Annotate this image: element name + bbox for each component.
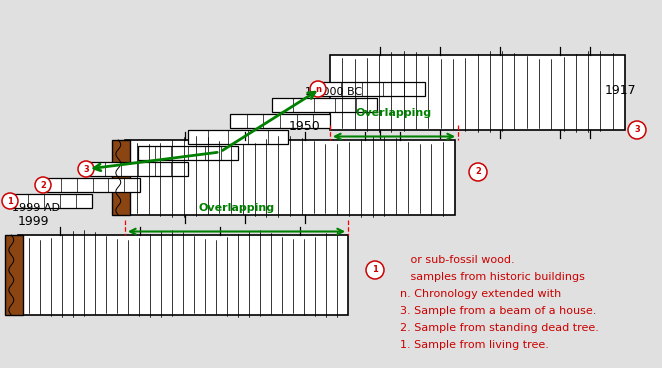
Bar bbox=[12, 194, 92, 208]
Bar bbox=[18, 235, 348, 315]
Bar bbox=[45, 178, 140, 192]
Bar bbox=[112, 140, 130, 215]
Text: n: n bbox=[315, 85, 321, 93]
Bar bbox=[188, 130, 288, 144]
Text: samples from historic buildings: samples from historic buildings bbox=[400, 272, 585, 282]
Text: Overlapping: Overlapping bbox=[356, 108, 432, 118]
Text: 3: 3 bbox=[83, 164, 89, 173]
Bar bbox=[5, 235, 23, 315]
Circle shape bbox=[35, 177, 51, 193]
Circle shape bbox=[628, 121, 646, 139]
Circle shape bbox=[310, 81, 326, 97]
Text: Overlapping: Overlapping bbox=[199, 203, 275, 213]
Text: n. Chronology extended with: n. Chronology extended with bbox=[400, 289, 561, 299]
Bar bbox=[125, 140, 455, 215]
Text: 2: 2 bbox=[475, 167, 481, 177]
Text: 2. Sample from standing dead tree.: 2. Sample from standing dead tree. bbox=[400, 323, 599, 333]
Bar bbox=[88, 162, 188, 176]
Text: 1999: 1999 bbox=[18, 215, 50, 228]
Text: 10 000 BC: 10 000 BC bbox=[305, 87, 362, 97]
Text: 1999 AD: 1999 AD bbox=[12, 203, 60, 213]
Text: 3: 3 bbox=[634, 125, 640, 134]
Circle shape bbox=[2, 193, 18, 209]
Text: 1. Sample from living tree.: 1. Sample from living tree. bbox=[400, 340, 549, 350]
Text: 1: 1 bbox=[7, 197, 13, 205]
Text: 1: 1 bbox=[372, 265, 378, 275]
Circle shape bbox=[78, 161, 94, 177]
Text: 1950: 1950 bbox=[289, 120, 321, 133]
Bar bbox=[230, 114, 330, 128]
Bar bbox=[330, 55, 625, 130]
Circle shape bbox=[366, 261, 384, 279]
Bar bbox=[272, 98, 377, 112]
Text: 1917: 1917 bbox=[604, 84, 636, 96]
Bar bbox=[320, 82, 425, 96]
Circle shape bbox=[469, 163, 487, 181]
Bar bbox=[138, 146, 238, 160]
Text: 2: 2 bbox=[40, 180, 46, 190]
Text: 3. Sample from a beam of a house.: 3. Sample from a beam of a house. bbox=[400, 306, 596, 316]
Text: or sub-fossil wood.: or sub-fossil wood. bbox=[400, 255, 514, 265]
